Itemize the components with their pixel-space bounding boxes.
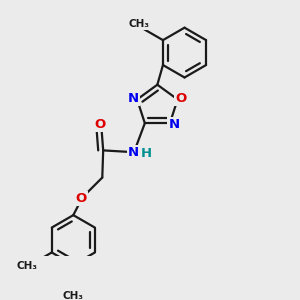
Text: N: N xyxy=(128,92,139,105)
Text: O: O xyxy=(175,92,186,105)
Text: O: O xyxy=(95,118,106,130)
Text: CH₃: CH₃ xyxy=(17,261,38,271)
Text: CH₃: CH₃ xyxy=(128,19,149,29)
Text: O: O xyxy=(76,192,87,205)
Text: CH₃: CH₃ xyxy=(63,291,84,300)
Text: N: N xyxy=(168,118,179,130)
Text: N: N xyxy=(128,146,139,159)
Text: H: H xyxy=(141,147,152,160)
